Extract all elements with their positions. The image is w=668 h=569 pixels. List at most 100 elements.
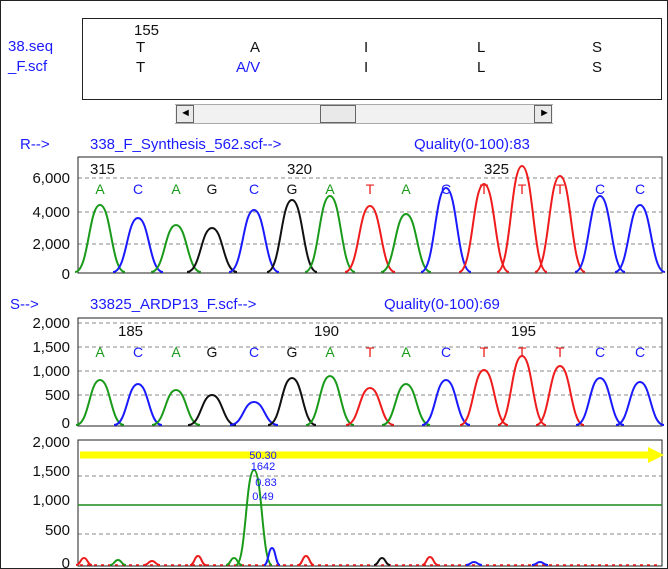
track-r-base-call: A [401,181,411,197]
track-r-peak [534,174,586,273]
track-s-prefix: S--> [10,296,39,313]
track-s-peak [459,368,509,426]
track-s-base-call: T [480,344,489,360]
track-s-base-call: C [249,344,259,360]
track-s-base-call: G [287,344,298,360]
track-s-base-call: A [401,344,411,360]
peak-label: 0.83 [255,477,276,489]
track-r-peak [496,164,548,273]
track-s-base-call: C [595,344,605,360]
track-s-peak [151,388,201,426]
sample-codon-4: L [477,59,486,76]
track-diff-ytick: 0 [62,555,70,569]
track-s-pos: 195 [511,323,536,340]
scroll-thumb[interactable] [320,105,356,123]
track-s-peak [381,382,431,426]
track-r-peak [344,204,396,273]
scroll-left-button[interactable]: ◄ [176,105,194,123]
track-r-base-call: A [95,181,105,197]
track-s-base-call: G [207,344,218,360]
track-r-peak [420,186,472,273]
peak-label: 50.30 [249,450,277,462]
track-r-peak [574,194,626,273]
ref-codon-1: T [136,39,146,56]
track-r-pos: 315 [90,161,115,178]
sample-codon-2: A/V [236,59,261,76]
track-s-pos: 185 [118,323,143,340]
sample-file-label: _F.scf [8,58,48,75]
track-r-base-call: G [207,181,218,197]
track-s-ytick: 0 [62,415,70,432]
track-s-peak [113,382,163,426]
track-r-base-call: T [518,181,527,197]
track-r-base-call: T [480,181,489,197]
scroll-right-button[interactable]: ► [534,105,552,123]
track-s-peak [305,374,355,426]
track-diff-ytick: 1,500 [32,463,70,480]
track-diff-peak [297,554,315,566]
sample-codon-3: I [364,59,369,76]
track-s-file[interactable]: 33825_ARDP13_F.scf--> [90,296,257,313]
horizontal-scrollbar[interactable] [175,104,553,124]
track-s-ytick: 1,500 [32,339,70,356]
track-s-peak [267,376,317,426]
track-r-base-call: A [325,181,335,197]
track-s-peak [229,400,279,426]
track-r-base-call: C [249,181,259,197]
track-diff-peak [263,546,281,566]
track-diff-peak [373,556,391,566]
track-s-base-call: T [366,344,375,360]
track-diff-peak [189,554,207,566]
ref-codon-2: A [250,39,261,56]
track-diff-peak [143,559,161,566]
ref-codon-4: L [477,39,486,56]
track-r-ytick: 2,000 [32,236,70,253]
track-s-base-call: C [635,344,645,360]
track-s-base-call: A [325,344,335,360]
track-s-peak [535,364,585,426]
track-s-quality: Quality(0-100):69 [384,296,500,313]
track-r-peak [228,208,280,273]
track-r-peak [74,203,126,273]
arrow-left-icon: ◄ [180,107,191,119]
peak-label: 1642 [251,461,275,473]
marker-arrow-icon [648,447,664,463]
track-s-ytick: 2,000 [32,315,70,332]
track-diff-peak [75,556,93,566]
peak-label: 0.49 [252,491,273,503]
track-r-peak [458,182,510,273]
track-s-ytick: 500 [45,387,70,404]
track-s-peak [615,380,665,426]
track-r-peak [112,216,164,273]
track-r-quality: Quality(0-100):83 [414,136,530,153]
track-s-peak [575,376,625,426]
track-r-base-call: C [133,181,143,197]
track-s-peak [345,386,395,426]
track-s-pos: 190 [314,323,339,340]
ref-codon-5: S [592,39,603,56]
track-r-base-call: T [556,181,565,197]
track-r-peak [186,226,238,273]
track-diff-peak [109,558,127,566]
track-r-ytick: 6,000 [32,170,70,187]
track-s-peak [75,378,125,426]
track-r-ytick: 0 [62,266,70,283]
track-s-base-call: C [441,344,451,360]
track-s-base-call: C [133,344,143,360]
track-diff-peak [531,560,549,566]
alignment-position: 155 [134,22,160,39]
alignment-panel [82,18,662,100]
track-diff-ytick: 2,000 [32,434,70,451]
track-r-pos: 325 [484,161,509,178]
track-r-file[interactable]: 338_F_Synthesis_562.scf--> [90,136,282,153]
track-diff-peak [225,556,243,566]
track-r-ytick: 4,000 [32,204,70,221]
track-s-peak [421,378,471,426]
track-diff-peak [421,555,439,566]
sample-codon-1: T [136,59,146,76]
track-r-prefix: R--> [20,136,50,153]
